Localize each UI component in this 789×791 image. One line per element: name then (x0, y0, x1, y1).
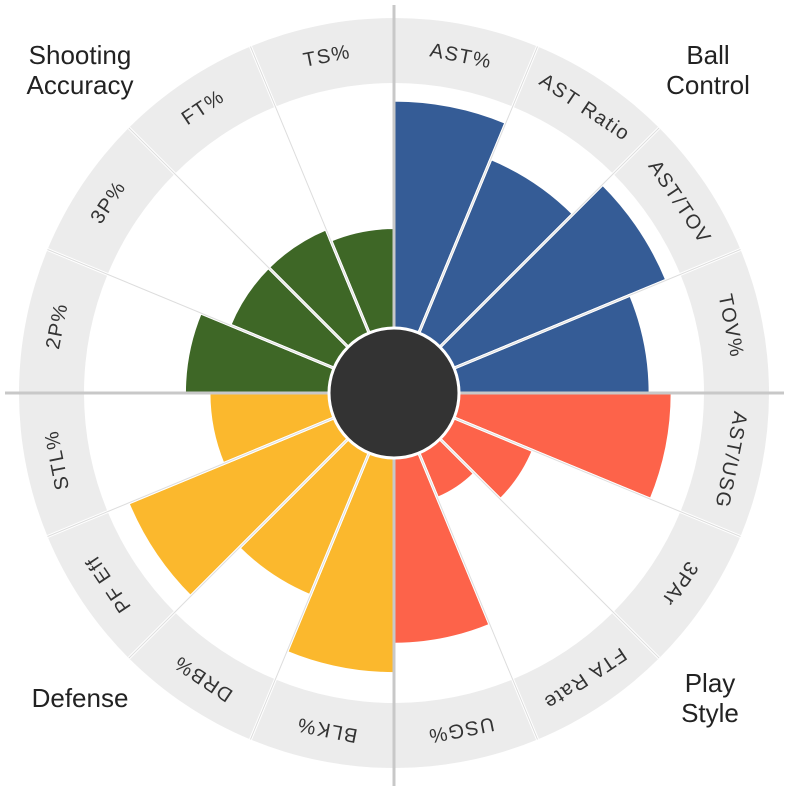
separator-line (418, 452, 538, 740)
group-label: Ball Control (666, 40, 750, 100)
group-label: Shooting Accuracy (26, 40, 134, 100)
separator-line (128, 127, 349, 348)
group-label: Play Style (681, 668, 739, 728)
bar (392, 182, 669, 395)
separator-line (418, 46, 538, 334)
separator-line (47, 417, 335, 537)
bar (392, 98, 509, 394)
separator-line (453, 417, 741, 537)
group-label: Defense (31, 683, 129, 713)
separator-line (453, 249, 741, 369)
hub (327, 326, 461, 460)
separator-line (128, 438, 349, 659)
separator-line (439, 438, 660, 659)
separator-line (250, 46, 370, 334)
separator-line (439, 127, 660, 348)
separator-line (250, 452, 370, 740)
separator-line (47, 249, 335, 369)
